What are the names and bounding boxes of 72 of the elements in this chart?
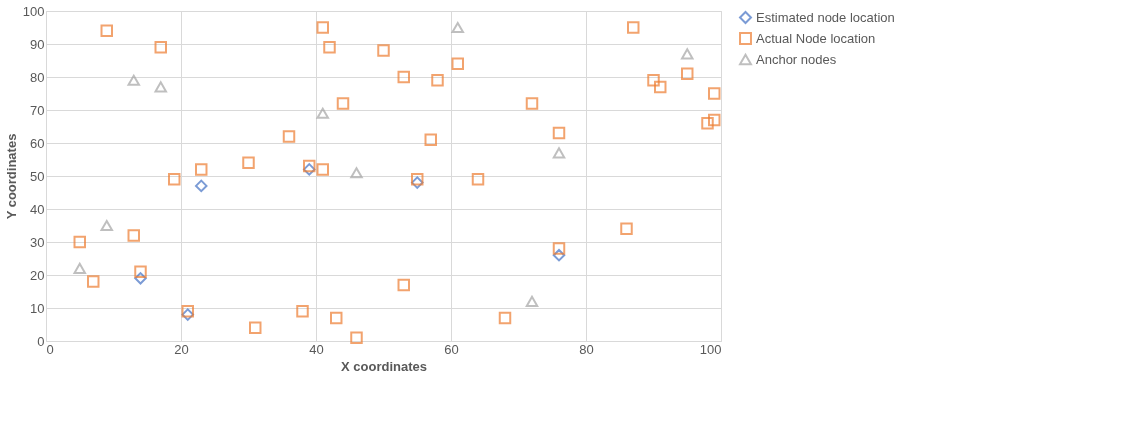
legend-label: Actual Node location <box>756 30 876 46</box>
y-tick-label: 90 <box>30 36 45 52</box>
y-axis-title: Y coordinates <box>3 133 19 220</box>
point <box>323 41 336 54</box>
point <box>552 147 566 159</box>
point <box>708 87 721 100</box>
legend-label: Estimated node location <box>756 9 895 25</box>
point <box>134 272 147 285</box>
x-tick-label: 40 <box>309 341 324 357</box>
point <box>282 130 296 143</box>
point <box>134 265 147 278</box>
point <box>316 107 329 119</box>
point <box>154 41 167 54</box>
point <box>303 163 316 176</box>
point <box>336 97 350 110</box>
y-tick-label: 60 <box>30 135 45 151</box>
point <box>242 156 255 170</box>
point <box>73 235 86 249</box>
y-tick-label: 70 <box>30 102 45 118</box>
legend-label: Anchor nodes <box>756 51 837 67</box>
y-tick-label: 80 <box>30 69 45 85</box>
point <box>431 74 444 87</box>
point <box>316 163 329 176</box>
point <box>303 159 316 173</box>
y-tick-label: 20 <box>30 267 45 283</box>
point <box>552 242 566 255</box>
point <box>397 70 410 84</box>
point <box>350 167 363 179</box>
point <box>350 331 363 344</box>
x-tick-label: 60 <box>444 341 459 357</box>
point <box>100 24 113 38</box>
point <box>654 80 667 94</box>
point <box>73 262 86 274</box>
x-tick-label: 80 <box>579 341 594 357</box>
point <box>451 21 464 34</box>
y-tick-label: 100 <box>22 3 45 19</box>
y-tick-label: 40 <box>30 201 45 217</box>
y-tick-label: 50 <box>30 168 45 184</box>
point <box>195 179 208 193</box>
point <box>525 97 539 110</box>
point <box>316 21 329 34</box>
point <box>701 116 714 130</box>
x-axis-title: X coordinates <box>341 358 427 374</box>
point <box>552 126 566 140</box>
point <box>681 67 694 80</box>
point <box>498 311 512 325</box>
y-tick-label: 10 <box>30 300 45 316</box>
x-tick-label: 20 <box>174 341 189 357</box>
point <box>471 173 485 186</box>
point <box>451 57 464 71</box>
point <box>100 219 113 232</box>
point <box>377 44 390 57</box>
point <box>154 81 167 93</box>
point <box>127 74 140 86</box>
point <box>627 21 640 34</box>
point <box>424 133 437 146</box>
point <box>681 48 694 60</box>
point <box>397 278 410 292</box>
x-tick-label: 100 <box>699 341 722 357</box>
point <box>195 163 208 176</box>
y-tick-label: 30 <box>30 234 45 250</box>
point <box>168 173 181 186</box>
point <box>127 229 140 242</box>
point <box>552 248 566 262</box>
point <box>647 74 660 87</box>
point <box>620 222 633 236</box>
point <box>249 321 262 335</box>
point <box>330 311 343 325</box>
point <box>296 305 309 318</box>
point <box>87 275 100 288</box>
point <box>708 113 721 127</box>
point <box>525 295 539 307</box>
